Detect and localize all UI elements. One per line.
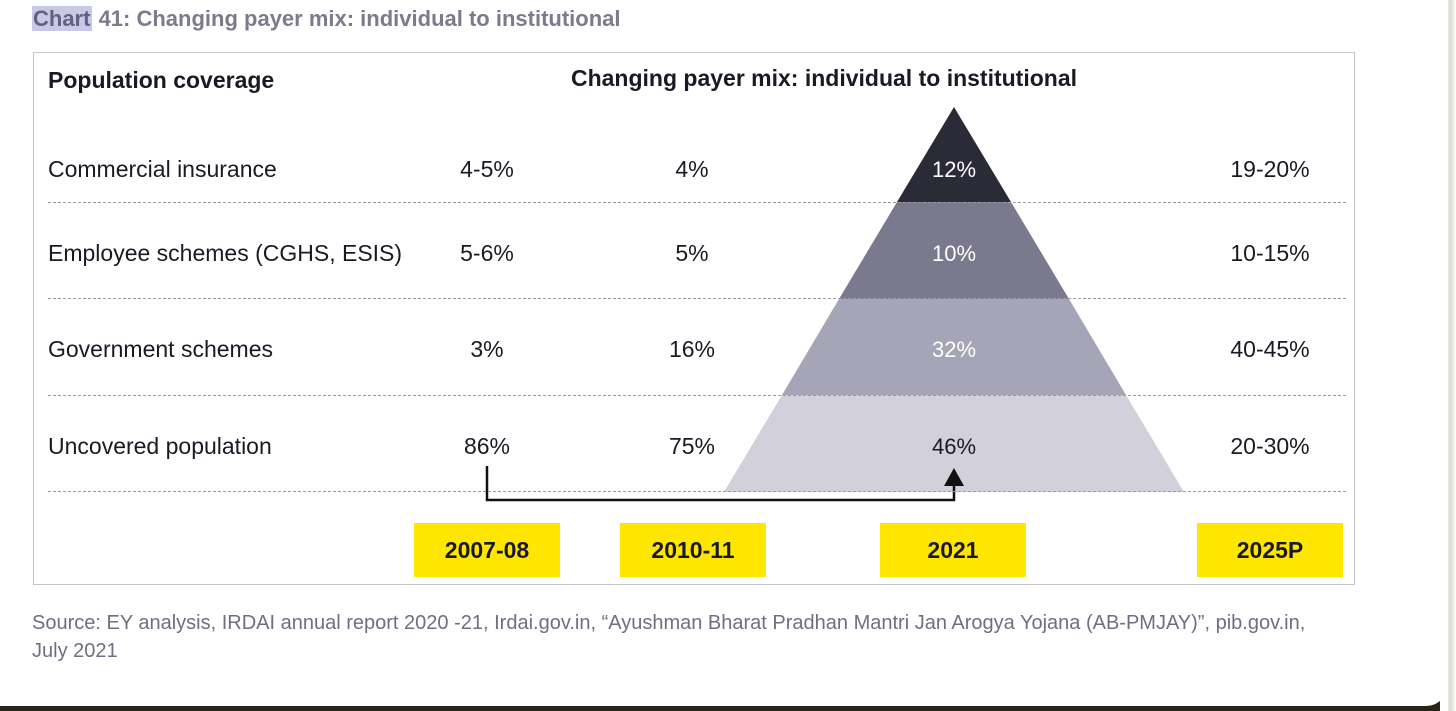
- row-divider: [48, 491, 1346, 492]
- cell-2010-11: 16%: [668, 336, 716, 362]
- source-note: Source: EY analysis, IRDAI annual report…: [32, 612, 1306, 662]
- chart-heading-text: 41: Changing payer mix: individual to in…: [92, 6, 621, 31]
- row-label: Commercial insurance: [48, 156, 277, 182]
- row-divider: [48, 395, 1346, 396]
- pyramid-value-2021: 12%: [931, 157, 977, 182]
- row-divider: [48, 298, 1346, 299]
- pyramid-value-2021: 32%: [931, 337, 977, 362]
- pyramid-value-2021: 46%: [931, 434, 977, 459]
- cell-2007-08: 5-6%: [460, 240, 514, 266]
- shift-arrow-line: [485, 466, 956, 502]
- year-label-2025p: 2025P: [1197, 523, 1343, 577]
- cell-2025p: 10-15%: [1230, 240, 1310, 266]
- year-label-2007-08: 2007-08: [414, 523, 560, 577]
- header-population-coverage: Population coverage: [48, 67, 275, 93]
- pyramid-tier-uncovered: [724, 395, 1184, 492]
- row-label: Government schemes: [48, 336, 273, 362]
- year-label-2010-11: 2010-11: [620, 523, 766, 577]
- cell-2025p: 19-20%: [1230, 156, 1310, 182]
- window-edge: [1440, 0, 1456, 711]
- cell-2025p: 40-45%: [1230, 336, 1310, 362]
- cell-2010-11: 4%: [675, 156, 709, 182]
- row-label: Employee schemes (CGHS, ESIS): [48, 240, 403, 266]
- cell-2007-08: 4-5%: [460, 156, 514, 182]
- pyramid-tier-government: [782, 299, 1126, 395]
- cell-2007-08: 86%: [463, 433, 511, 459]
- row-divider: [48, 202, 1346, 203]
- row-label: Uncovered population: [48, 433, 272, 459]
- pyramid-value-2021: 10%: [931, 241, 977, 266]
- selected-text: Chart: [32, 6, 93, 31]
- pyramid-tier-employee: [839, 202, 1069, 299]
- header-payer-mix: Changing payer mix: individual to instit…: [570, 65, 1078, 91]
- shift-arrow-head: [944, 468, 964, 486]
- cell-2007-08: 3%: [470, 336, 504, 362]
- cell-2010-11: 5%: [675, 240, 709, 266]
- cell-2025p: 20-30%: [1230, 433, 1310, 459]
- year-label-2021: 2021: [880, 523, 1026, 577]
- cell-2010-11: 75%: [668, 433, 716, 459]
- pyramid-tier-commercial: [897, 107, 1011, 202]
- chart-frame: [33, 52, 1355, 585]
- chart-heading: Chart 41: Changing payer mix: individual…: [32, 4, 621, 34]
